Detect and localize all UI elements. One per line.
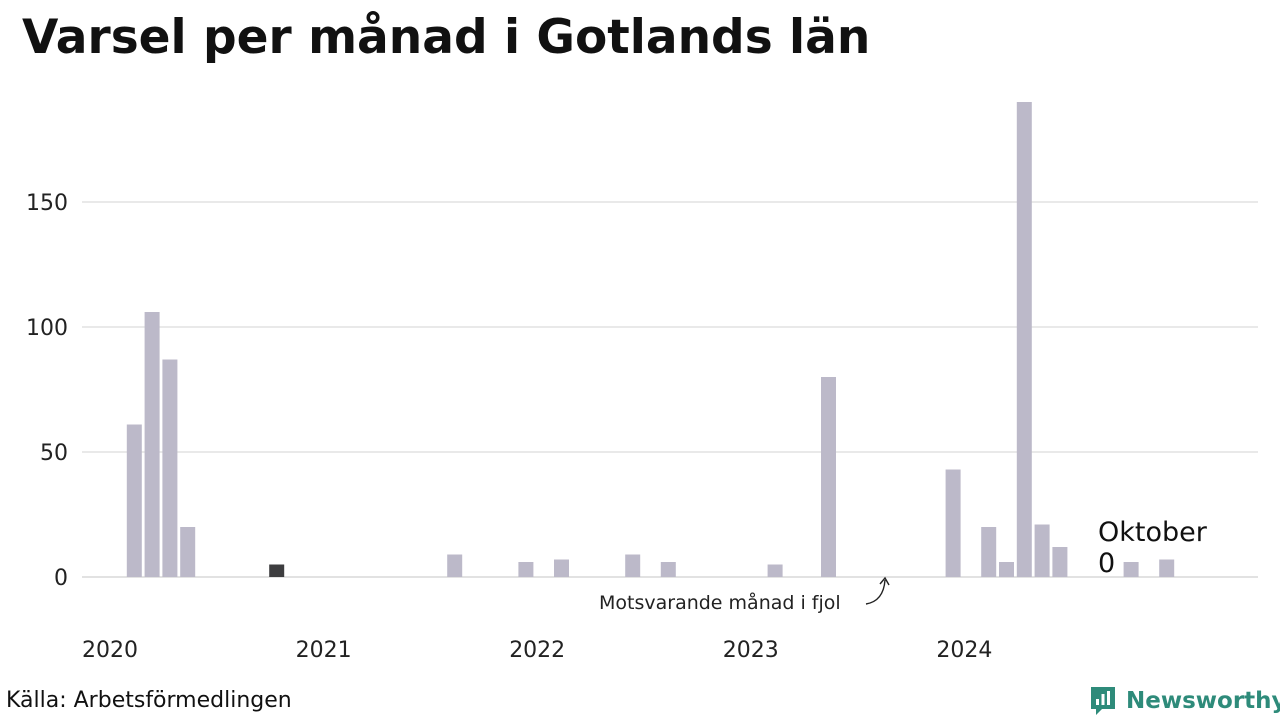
annotation-arrowhead <box>879 576 890 586</box>
bar-chart: 0 50 100 150 2020 2021 2022 2023 2024 Motsvaran… <box>26 102 1258 663</box>
newsworthy-logo-icon <box>1091 687 1115 715</box>
annotation-text: Motsvarande månad i fjol <box>599 591 841 614</box>
source-note: Källa: Arbetsförmedlingen <box>6 688 292 713</box>
bar-2020-03 <box>144 312 160 577</box>
bar-2023-12 <box>945 469 961 577</box>
bar-2024-03 <box>999 562 1014 577</box>
brand-name: Newsworthy <box>1126 688 1280 714</box>
bar-2024-05 <box>1034 524 1050 577</box>
y-tick-label: 50 <box>40 441 68 466</box>
y-tick-label: 0 <box>54 566 68 591</box>
x-tick-label: 2023 <box>723 638 779 663</box>
last-month-label: Oktober <box>1098 517 1208 548</box>
bar-2021-12 <box>518 562 534 577</box>
bar-undefined <box>1159 559 1175 577</box>
gridlines <box>82 201 1258 578</box>
bar-2024-06 <box>1052 547 1068 577</box>
x-tick-label: 2020 <box>82 638 138 663</box>
y-tick-label: 150 <box>26 191 68 216</box>
annotation-arrow <box>865 579 886 605</box>
last-value: 0 <box>1098 548 1115 579</box>
x-tick-label: 2022 <box>509 638 565 663</box>
x-tick-label: 2024 <box>936 638 992 663</box>
bar-2023-05 <box>821 377 836 577</box>
annotation: Motsvarande månad i fjol <box>599 576 890 614</box>
y-axis-ticks: 0 50 100 150 <box>26 191 68 591</box>
bar-2022-08 <box>660 562 676 577</box>
bar-2024-10 <box>1123 562 1139 577</box>
bar-2022-02 <box>554 559 569 577</box>
chart-title: Varsel per månad i Gotlands län <box>22 10 871 65</box>
x-axis-ticks: 2020 2021 2022 2023 2024 <box>82 638 992 663</box>
y-tick-label: 100 <box>26 316 68 341</box>
bars <box>126 102 1175 577</box>
x-tick-label: 2021 <box>296 638 352 663</box>
bar-2024-04 <box>1016 102 1032 577</box>
bar-2023-02 <box>767 564 783 577</box>
bar-2021-08 <box>447 554 463 577</box>
bar-2022-06 <box>625 554 641 577</box>
bar-2020-05 <box>180 527 196 577</box>
last-value-label: Oktober 0 <box>1098 517 1208 579</box>
bar-2020-04 <box>162 359 178 577</box>
bar-2020-02 <box>126 424 142 577</box>
bar-2024-02 <box>981 527 997 577</box>
brand-logo: Newsworthy <box>1088 684 1280 718</box>
bar-2020-10 <box>269 564 285 577</box>
